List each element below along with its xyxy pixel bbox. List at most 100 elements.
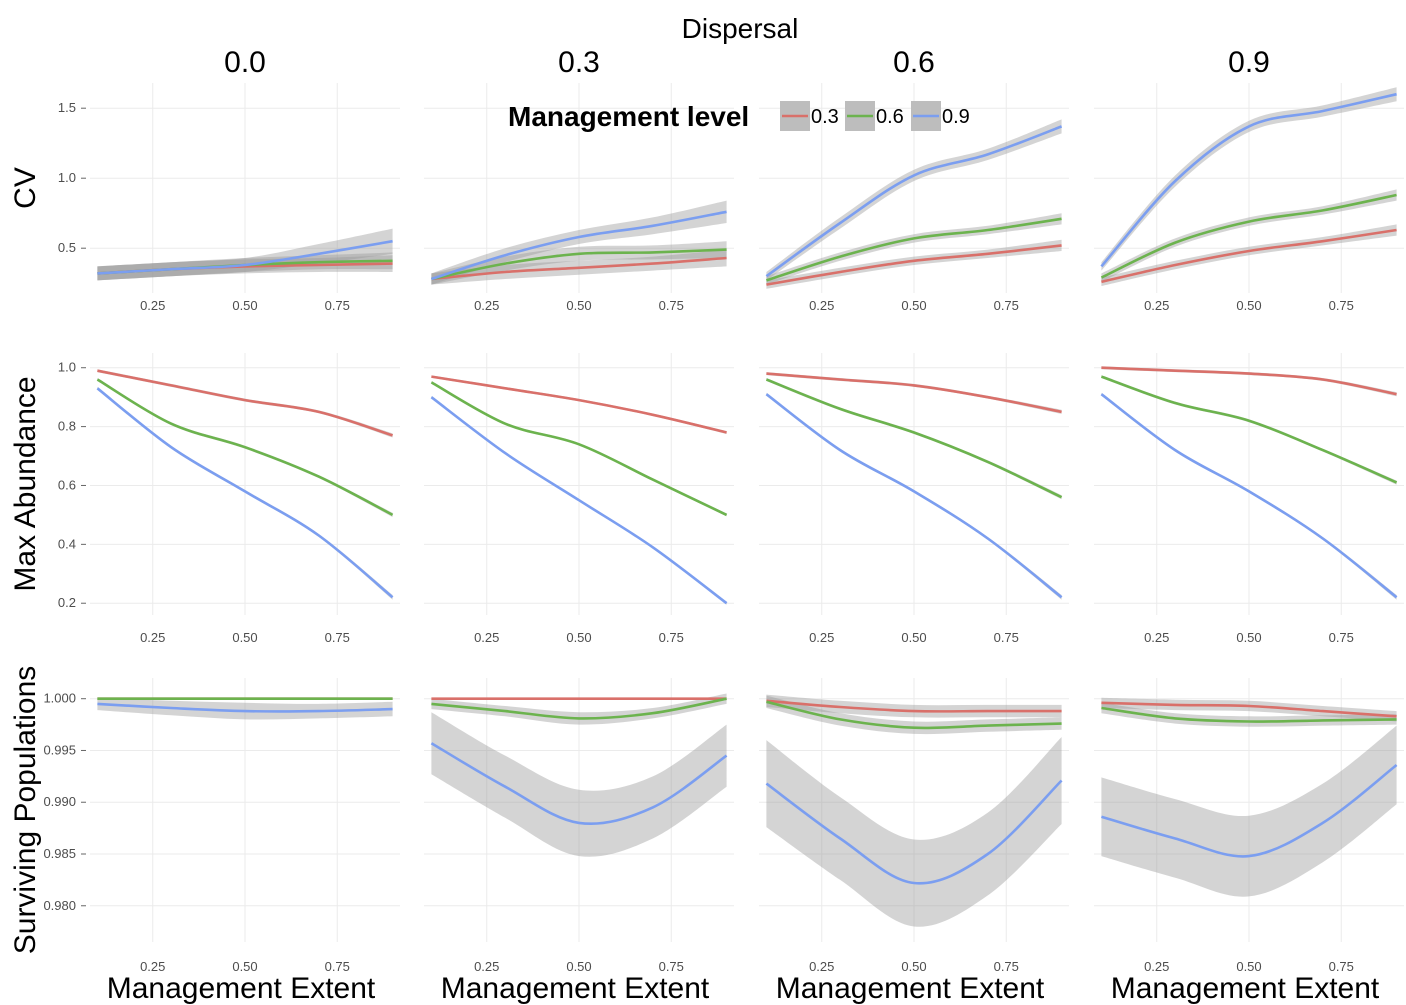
x-tick-label: 0.25 <box>1144 630 1169 645</box>
y-tick-label: 0.2 <box>58 595 76 610</box>
legend-label: 0.9 <box>942 106 970 128</box>
series-line-0.3 <box>766 699 1062 713</box>
x-tick-label: 0.75 <box>325 630 350 645</box>
y-tick-label: 1.5 <box>58 100 76 115</box>
facet-column-title: 0.9 <box>1228 46 1270 79</box>
x-axis-label: Management Extent <box>441 972 710 1005</box>
series-line-0.9 <box>765 779 1063 885</box>
x-axis-label: Management Extent <box>107 972 376 1005</box>
series-line-0.6 <box>431 248 727 281</box>
facet-column-title: 0.0 <box>224 46 266 79</box>
x-tick-label: 0.75 <box>659 630 684 645</box>
x-tick-label: 0.75 <box>325 959 350 974</box>
series-line-0.9 <box>96 387 394 599</box>
confidence-band <box>431 693 727 725</box>
y-tick-label: 1.0 <box>58 170 76 185</box>
series-line-0.9 <box>765 393 1063 599</box>
x-tick-label: 0.25 <box>140 959 165 974</box>
row-axis-label: Max Abundance <box>9 376 42 591</box>
y-tick-label: 0.8 <box>58 419 76 434</box>
x-tick-label: 0.50 <box>901 630 926 645</box>
x-tick-label: 0.50 <box>901 298 926 313</box>
row-axis-label: Surviving Populations <box>9 666 42 955</box>
x-tick-label: 0.25 <box>1144 298 1169 313</box>
facet-column-title: 0.3 <box>558 46 600 79</box>
series-line-0.9 <box>97 702 393 713</box>
chart-panel: 0.25 0.50 0.75 <box>424 353 734 645</box>
x-tick-label: 0.50 <box>566 959 591 974</box>
y-tick-label: 0.980 <box>43 898 76 913</box>
y-tick-label: 0.6 <box>58 477 76 492</box>
y-tick-label: 0.5 <box>58 240 76 255</box>
x-tick-label: 0.25 <box>140 298 165 313</box>
x-tick-label: 0.25 <box>474 959 499 974</box>
series-line-0.9 <box>1100 92 1397 268</box>
x-tick-label: 0.25 <box>809 298 834 313</box>
x-tick-label: 0.50 <box>566 630 591 645</box>
x-tick-label: 0.75 <box>994 630 1019 645</box>
x-tick-label: 0.50 <box>901 959 926 974</box>
x-axis-label: Management Extent <box>1111 972 1380 1005</box>
series-line-0.3 <box>1101 701 1397 718</box>
confidence-band <box>1101 87 1397 271</box>
x-axis-label: Management Extent <box>776 972 1045 1005</box>
chart-panel: 0.980 0.985 0.990 0.995 1.000 0.25 0.50 0.75 <box>43 678 400 974</box>
series-line-0.6 <box>430 381 728 517</box>
y-tick-label: 0.995 <box>43 742 76 757</box>
x-tick-label: 0.50 <box>232 298 257 313</box>
confidence-band <box>431 200 727 285</box>
row-axis-label: CV <box>9 167 42 209</box>
x-tick-label: 0.25 <box>1144 959 1169 974</box>
chart-panel: 0.25 0.50 0.75 <box>759 353 1069 645</box>
legend-title: Management level <box>508 101 749 132</box>
x-tick-label: 0.25 <box>474 630 499 645</box>
chart-panel: 0.25 0.50 0.75 <box>1094 678 1404 974</box>
series-line-0.9 <box>765 125 1063 278</box>
y-tick-label: 0.985 <box>43 846 76 861</box>
series-line-0.9 <box>1100 393 1398 599</box>
x-tick-label: 0.25 <box>809 959 834 974</box>
series-line-0.3 <box>766 244 1062 286</box>
series-line-0.9 <box>97 239 393 275</box>
x-tick-label: 0.75 <box>1329 959 1354 974</box>
chart-panel: 0.2 0.4 0.6 0.8 1.0 0.25 0.50 0.75 <box>58 353 400 645</box>
series-line-0.3 <box>97 369 393 437</box>
series-line-0.3 <box>431 256 727 281</box>
chart-panel: 0.25 0.50 0.75 <box>759 678 1069 974</box>
x-tick-label: 0.50 <box>232 959 257 974</box>
x-tick-label: 0.50 <box>232 630 257 645</box>
y-tick-label: 0.990 <box>43 794 76 809</box>
series-line-0.6 <box>96 378 394 517</box>
confidence-band <box>1101 725 1397 897</box>
legend-keys: 0.3 0.6 0.9 <box>780 101 970 131</box>
series-line-0.6 <box>1101 706 1397 723</box>
series-line-0.3 <box>766 372 1062 414</box>
series-line-0.9 <box>430 742 728 825</box>
chart-panels: 0.5 1.0 1.5 0.25 0.50 0.75 0.25 0.50 0.75 0.25 0.5… <box>43 83 1404 974</box>
x-tick-label: 0.75 <box>1329 298 1354 313</box>
x-tick-label: 0.75 <box>994 298 1019 313</box>
x-tick-label: 0.75 <box>994 959 1019 974</box>
chart-panel: 0.25 0.50 0.75 <box>759 83 1069 313</box>
confidence-band <box>97 228 393 281</box>
x-tick-label: 0.50 <box>566 298 591 313</box>
x-tick-label: 0.75 <box>659 298 684 313</box>
y-tick-label: 0.4 <box>58 536 76 551</box>
series-line-0.6 <box>765 378 1063 499</box>
confidence-band <box>766 737 1062 927</box>
legend: Management level 0.3 0.6 0.9 <box>508 101 970 132</box>
y-tick-label: 1.000 <box>43 691 76 706</box>
series-line-0.9 <box>430 210 727 281</box>
confidence-band <box>431 712 727 857</box>
confidence-band <box>1101 189 1397 282</box>
x-tick-label: 0.50 <box>1236 630 1261 645</box>
x-tick-label: 0.25 <box>809 630 834 645</box>
chart-panel: 0.5 1.0 1.5 0.25 0.50 0.75 <box>58 83 400 313</box>
x-tick-label: 0.50 <box>1236 298 1261 313</box>
facet-column-title: 0.6 <box>893 46 935 79</box>
confidence-band <box>766 119 1062 281</box>
confidence-band <box>1101 224 1397 286</box>
x-tick-label: 0.50 <box>1236 959 1261 974</box>
chart-panel: 0.25 0.50 0.75 <box>1094 353 1404 645</box>
series-line-0.6 <box>766 700 1062 730</box>
